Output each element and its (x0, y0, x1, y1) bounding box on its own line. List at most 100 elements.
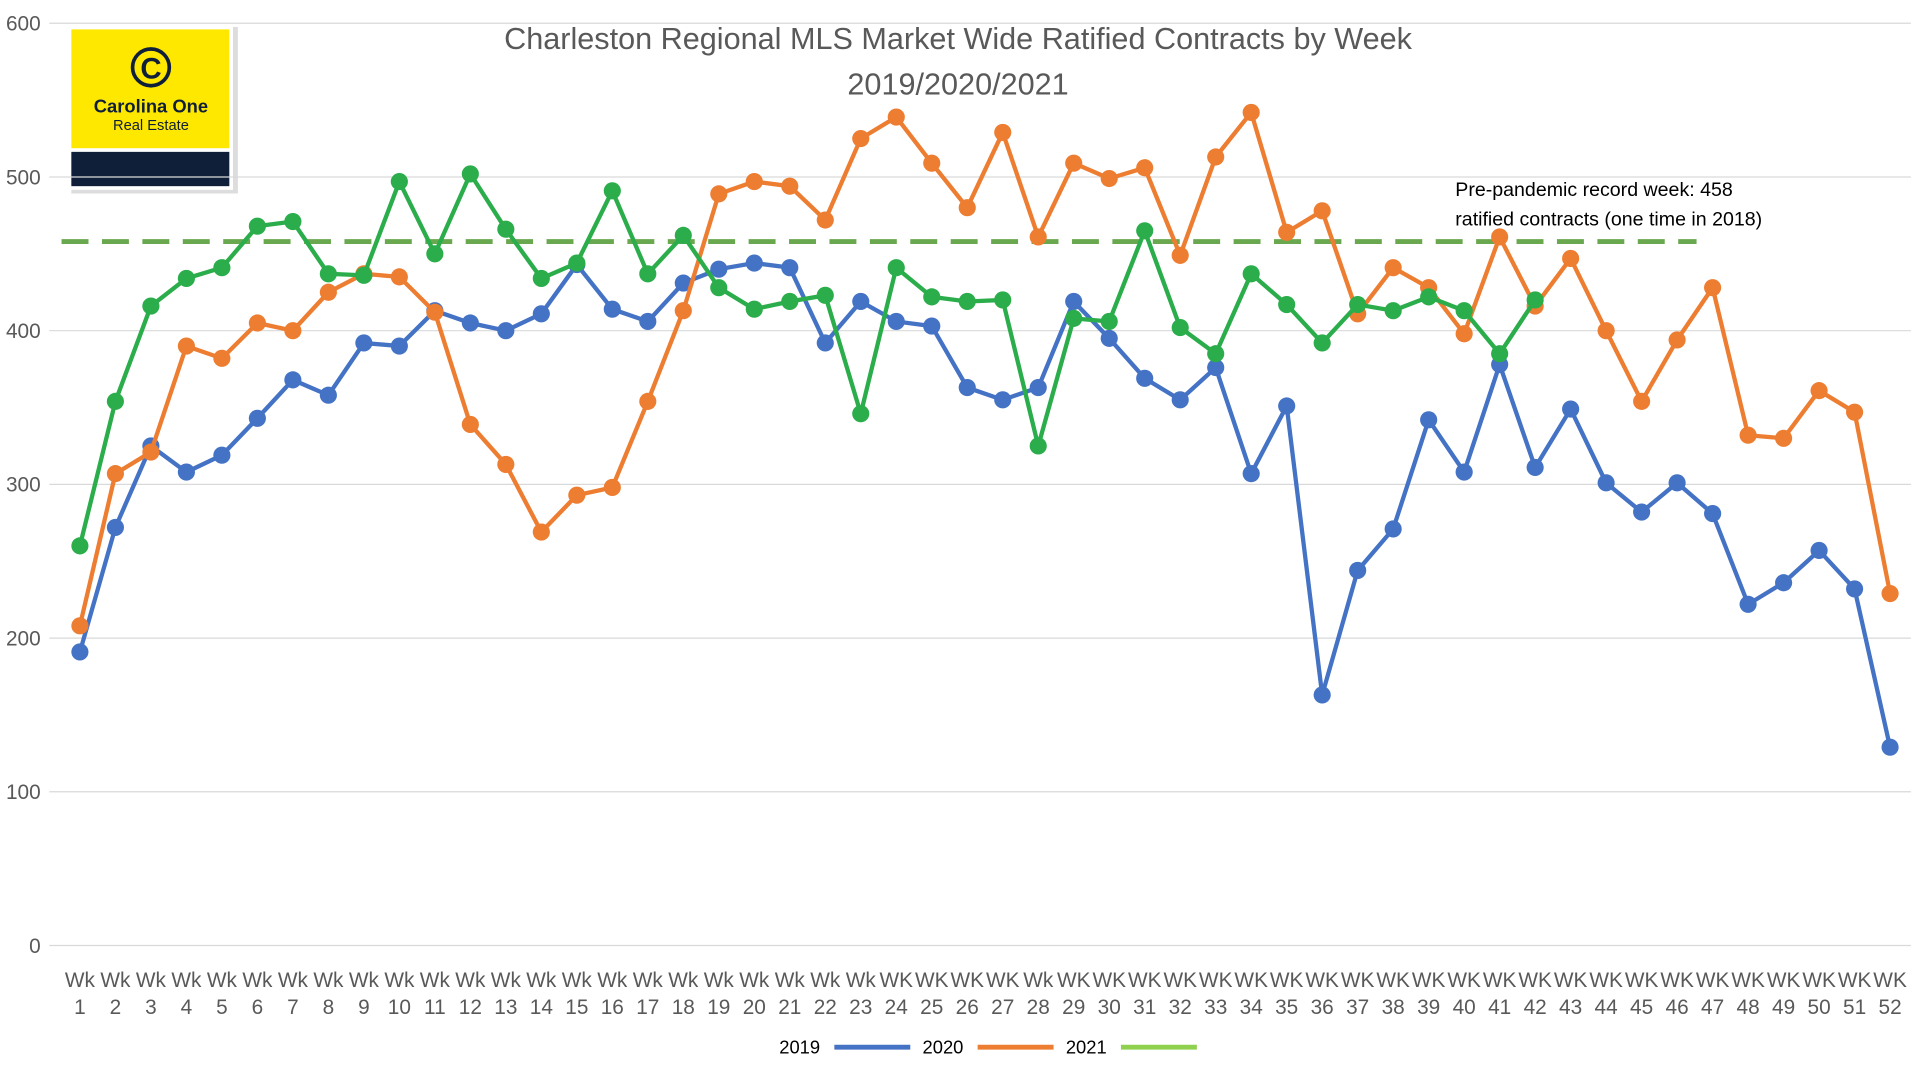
y-tick-label: 200 (6, 627, 41, 650)
data-point (319, 386, 337, 404)
y-tick-label: 600 (6, 13, 41, 36)
data-point (319, 283, 337, 301)
data-point (1491, 345, 1509, 363)
y-tick-label: 300 (6, 474, 41, 497)
x-tick-label: WK 42 (1518, 969, 1552, 1019)
data-point (1491, 228, 1509, 246)
data-point (1881, 584, 1899, 603)
data-point (1207, 148, 1225, 166)
data-point (1278, 295, 1296, 314)
x-tick-label: WK 39 (1412, 969, 1446, 1019)
data-point (887, 108, 905, 126)
x-tick-label: WK 38 (1376, 969, 1410, 1019)
data-point (390, 268, 408, 286)
data-point (639, 265, 657, 283)
chart-subtitle: 2019/2020/2021 (847, 67, 1068, 101)
x-tick-label: Wk 5 (207, 969, 238, 1019)
annotation: Pre-pandemic record week: 458 (1455, 179, 1733, 201)
x-tick-label: Wk 14 (526, 969, 557, 1019)
data-point (1171, 319, 1189, 337)
data-point (781, 292, 799, 311)
data-point (1136, 159, 1154, 177)
data-point (1384, 520, 1402, 538)
data-point (1420, 288, 1438, 306)
x-tick-label: WK 27 (986, 969, 1020, 1019)
data-point (674, 274, 692, 292)
data-point (816, 211, 834, 229)
data-point (1526, 458, 1544, 477)
data-point (710, 185, 728, 203)
data-point (1065, 309, 1083, 327)
series-line (77, 169, 1537, 547)
data-point (1597, 474, 1615, 492)
data-point (1810, 382, 1828, 400)
data-point (1029, 437, 1047, 455)
data-point (1100, 169, 1118, 188)
data-point (1633, 392, 1651, 410)
data-point (1171, 391, 1189, 409)
data-point (248, 314, 266, 332)
data-point (426, 303, 444, 321)
x-tick-label: WK 33 (1199, 969, 1233, 1019)
data-point (1881, 738, 1899, 756)
x-tick-label: WK 47 (1696, 969, 1730, 1019)
x-tick-label: Wk 19 (704, 969, 735, 1019)
data-point (1242, 103, 1260, 121)
x-tick-label: Wk 18 (668, 969, 699, 1019)
x-tick-label: Wk 23 (846, 969, 877, 1019)
x-tick-label: WK 35 (1270, 969, 1304, 1019)
data-point (106, 518, 124, 536)
data-point (1775, 574, 1793, 592)
data-point (1420, 411, 1438, 429)
data-point (1278, 397, 1296, 415)
data-point (1455, 463, 1473, 481)
data-point (568, 254, 586, 272)
legend-label: 2020 (923, 1036, 964, 1057)
data-point (1136, 369, 1154, 387)
data-point (1846, 403, 1864, 421)
data-point (710, 279, 728, 297)
data-point (1775, 429, 1793, 447)
data-point (603, 182, 621, 200)
x-tick-label: Wk 21 (775, 969, 806, 1019)
data-point (710, 260, 728, 278)
x-tick-label: WK 52 (1873, 969, 1907, 1019)
data-point (1526, 291, 1544, 309)
data-point (248, 409, 266, 427)
data-point (639, 312, 657, 331)
data-point (177, 269, 195, 287)
x-tick-label: Wk 10 (384, 969, 415, 1019)
data-point (390, 337, 408, 355)
data-point (639, 392, 657, 410)
data-point (1313, 686, 1331, 704)
logo-navy (71, 151, 230, 187)
x-tick-label: WK 50 (1802, 969, 1836, 1019)
data-point (603, 478, 621, 497)
data-point (497, 220, 515, 238)
logo-name: Carolina One (94, 96, 208, 117)
data-point (745, 173, 763, 191)
legend-label: 2019 (779, 1036, 820, 1057)
data-point (958, 292, 976, 311)
logo: C Carolina One Real Estate (66, 23, 238, 194)
data-point (603, 300, 621, 318)
x-tick-label: WK 41 (1483, 969, 1517, 1019)
x-tick-label: WK 31 (1128, 969, 1162, 1019)
data-point (781, 259, 799, 277)
data-point (497, 455, 515, 473)
data-point (994, 123, 1012, 141)
x-tick-label: WK 29 (1057, 969, 1091, 1019)
data-point (1100, 312, 1118, 331)
x-tick-label: WK 25 (915, 969, 949, 1019)
data-point (1668, 474, 1686, 492)
x-tick-label: Wk 2 (100, 969, 131, 1019)
x-tick-label: WK 48 (1731, 969, 1765, 1019)
data-point (1739, 595, 1757, 613)
data-point (1349, 561, 1367, 580)
x-tick-label: WK 32 (1163, 969, 1197, 1019)
data-point (1704, 505, 1722, 523)
data-point (532, 523, 550, 541)
x-tick-label: Wk 4 (171, 969, 202, 1019)
data-point (106, 392, 124, 410)
data-point (1349, 295, 1367, 314)
